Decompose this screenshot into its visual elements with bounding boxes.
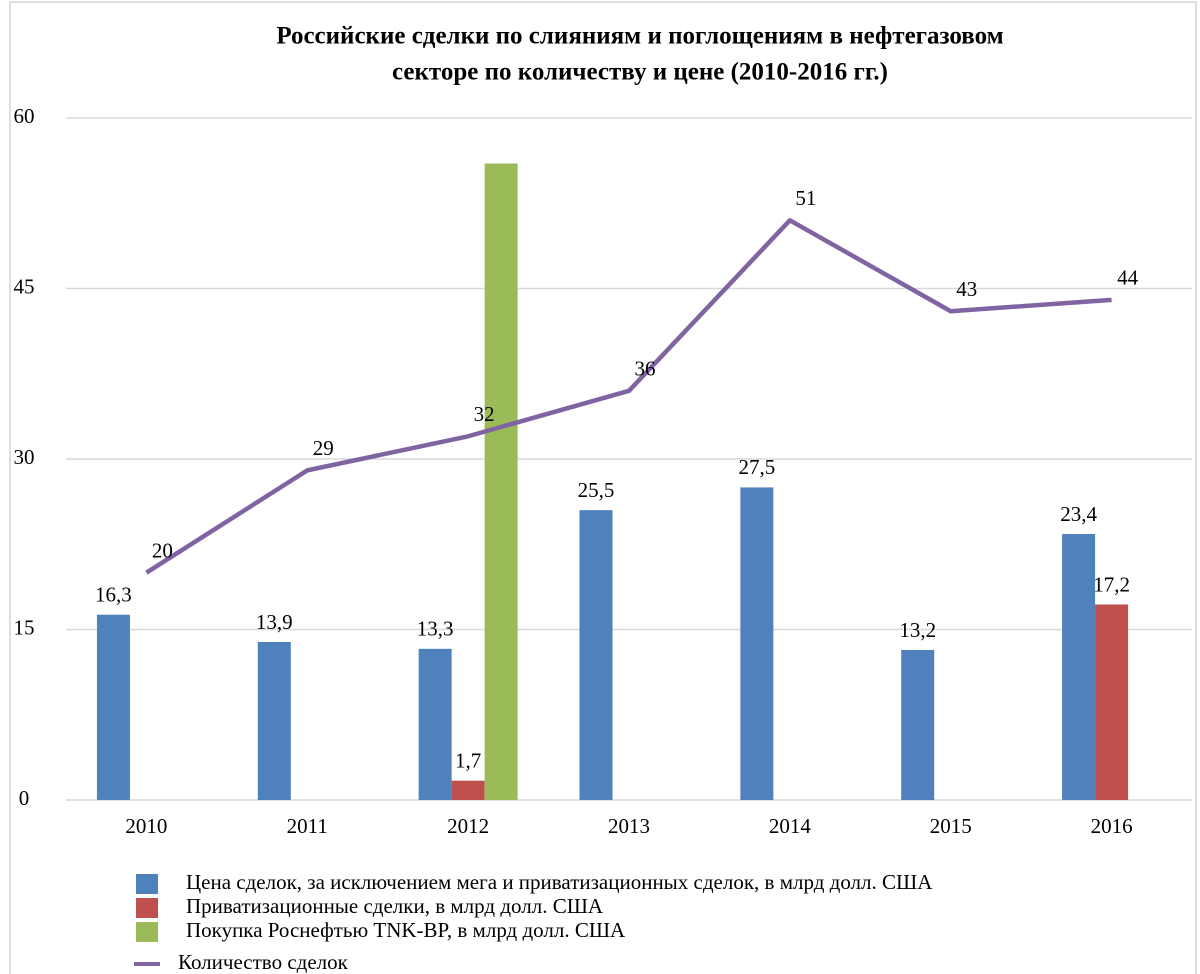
x-tick-label: 2013 — [608, 814, 650, 838]
data-label: 25,5 — [578, 478, 615, 502]
x-tick-label: 2010 — [125, 814, 167, 838]
bar — [740, 487, 774, 800]
x-tick-label: 2015 — [930, 814, 972, 838]
bar — [451, 780, 485, 800]
bar — [1062, 534, 1096, 800]
y-tick-label: 30 — [14, 445, 35, 469]
chart-subtitle: секторе по количеству и цене (2010-2016 … — [392, 59, 888, 86]
data-label: 1,7 — [455, 748, 481, 772]
y-tick-label: 15 — [14, 615, 35, 639]
y-tick-label: 60 — [14, 104, 35, 128]
data-label: 29 — [313, 436, 334, 460]
data-label: 32 — [474, 402, 495, 426]
data-label: 17,2 — [1093, 572, 1130, 596]
x-tick-label: 2012 — [447, 814, 489, 838]
legend-label: Покупка Роснефтью TNK-BP, в млрд долл. С… — [186, 918, 626, 942]
y-tick-label: 45 — [14, 274, 35, 298]
data-label: 13,3 — [417, 617, 454, 641]
bar — [901, 649, 935, 800]
data-label: 20 — [152, 538, 173, 562]
bar — [579, 510, 613, 800]
chart-border — [9, 1, 1197, 974]
data-label: 27,5 — [738, 455, 775, 479]
x-tick-label: 2016 — [1091, 814, 1133, 838]
y-tick-label: 0 — [19, 786, 30, 810]
data-label: 23,4 — [1060, 502, 1097, 526]
legend-marker — [136, 898, 158, 918]
data-label: 16,3 — [95, 583, 132, 607]
line — [145, 218, 1112, 575]
data-label: 44 — [1117, 266, 1139, 290]
data-label: 43 — [956, 277, 977, 301]
legend-marker — [136, 874, 158, 894]
data-label: 36 — [635, 357, 656, 381]
data-label: 13,9 — [256, 610, 293, 634]
bar — [257, 642, 291, 800]
legend-label: Количество сделок — [178, 950, 349, 974]
x-tick-label: 2011 — [287, 814, 328, 838]
x-tick-label: 2014 — [769, 814, 812, 838]
bar — [1095, 604, 1129, 800]
chart-title: Российские сделки по слияниям и поглощен… — [276, 23, 1003, 50]
bar — [96, 614, 130, 800]
legend-label: Цена сделок, за исключением мега и прива… — [186, 870, 933, 894]
legend-marker — [136, 922, 158, 942]
bar — [484, 163, 518, 800]
legend-label: Приватизационные сделки, в млрд долл. СШ… — [186, 894, 604, 918]
data-label: 51 — [795, 186, 816, 210]
bar — [418, 648, 452, 800]
data-label: 13,2 — [899, 618, 936, 642]
